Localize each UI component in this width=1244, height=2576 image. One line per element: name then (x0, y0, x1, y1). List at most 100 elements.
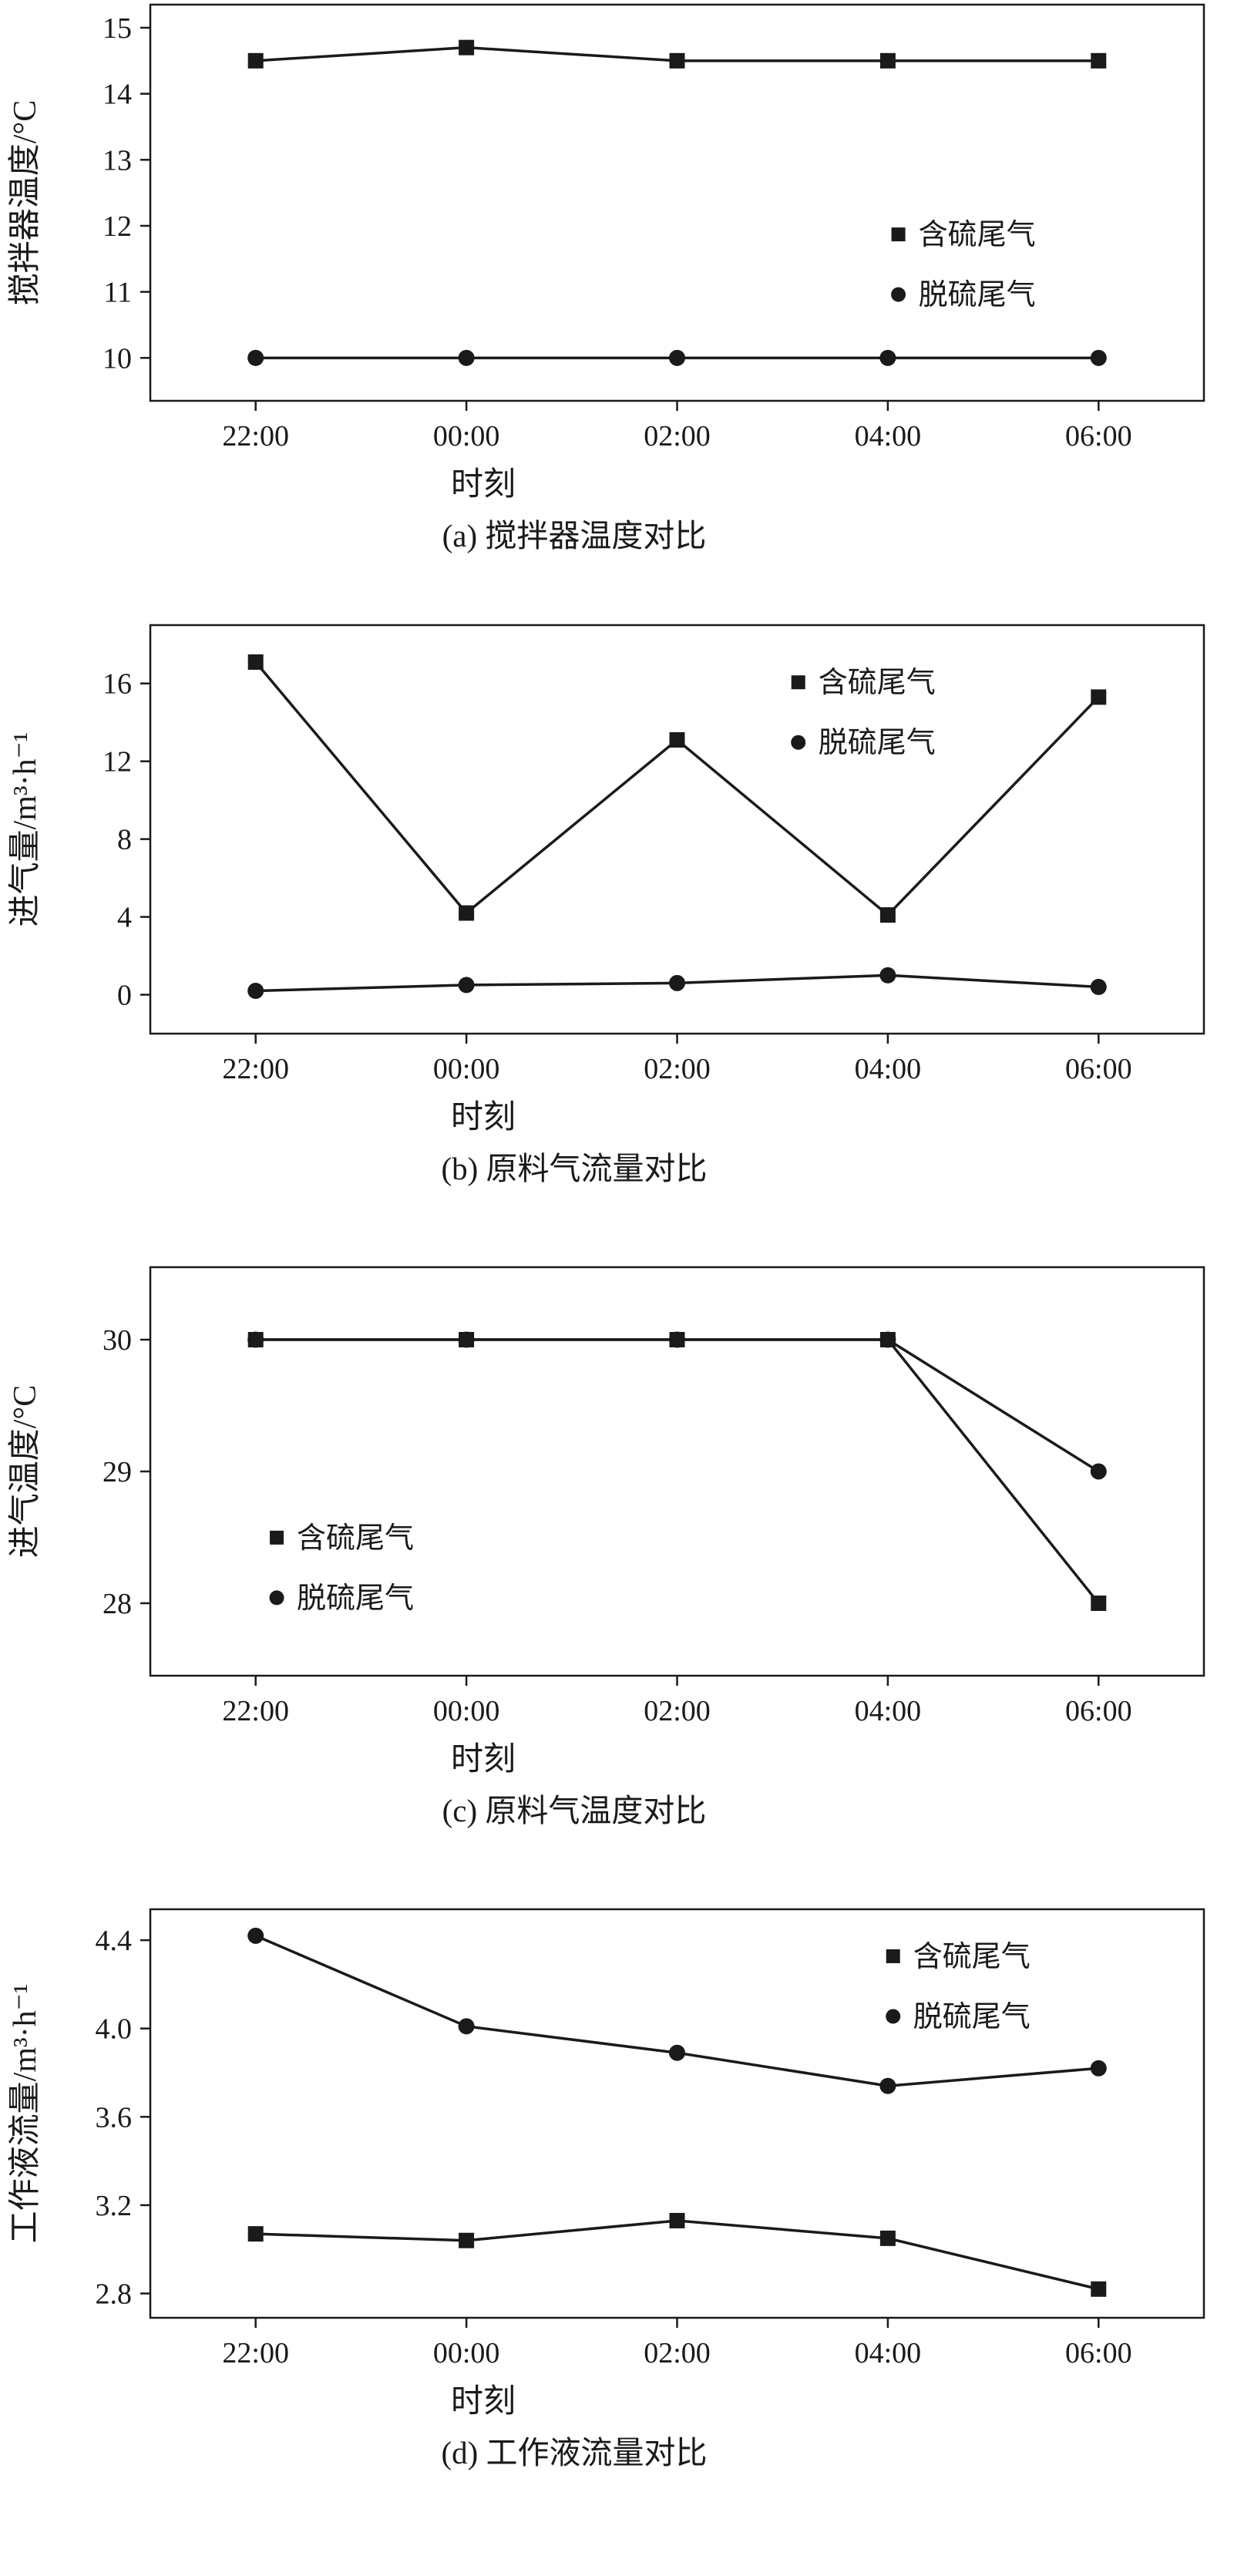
y-tick-label: 12 (103, 746, 132, 779)
y-tick-label: 10 (103, 342, 132, 375)
x-tick-label: 06:00 (1065, 1053, 1132, 1085)
legend-label: 含硫尾气 (919, 219, 1036, 251)
x-tick-label: 04:00 (855, 420, 922, 452)
series-line-square (255, 1338, 1100, 1605)
chart-a-plot: 10 11 12 13 14 15 22:00 00:00 02:00 04:00 06:00 时刻 搅… (0, 0, 1244, 513)
x-tick-label: 02:00 (644, 420, 711, 452)
plot-frame (149, 624, 1205, 1035)
x-axis-label: 时刻 (451, 1100, 516, 1135)
x-tick-label: 04:00 (855, 2337, 922, 2369)
x-tick-label: 02:00 (644, 1695, 711, 1727)
y-tick-label: 3.2 (96, 2190, 133, 2222)
y-tick-label: 4.4 (96, 1925, 133, 1957)
x-axis-label: 时刻 (451, 467, 516, 503)
panel-d-working-liquid-flow: 2.8 3.2 3.6 4.0 4.4 22:00 00:00 02:00 04:00 06:00… (0, 1886, 1244, 2471)
legend-label: 脱硫尾气 (297, 1582, 414, 1615)
y-axis-label: 工作液流量/m³·h⁻¹ (8, 1984, 43, 2244)
legend-label: 脱硫尾气 (919, 279, 1036, 311)
caption-c: (c) 原料气温度对比 (442, 1793, 707, 1828)
x-axis-label: 时刻 (451, 2384, 516, 2420)
legend-circle-marker (269, 1590, 284, 1606)
y-tick-label: 12 (103, 210, 132, 243)
x-tick-label: 22:00 (222, 2337, 289, 2369)
y-tick-label: 28 (103, 1588, 132, 1620)
square-marker (459, 905, 475, 921)
x-tick-label: 04:00 (855, 1053, 922, 1085)
square-marker (459, 2232, 475, 2248)
panel-a-stirrer-temperature: 10 11 12 13 14 15 22:00 00:00 02:00 04:00 06:00 时刻 搅… (0, 0, 1244, 554)
chart-c-plot: 28 29 30 22:00 00:00 02:00 04:00 06:00 时刻 进气温度/°C… (0, 1244, 1244, 1787)
square-marker (669, 2212, 685, 2228)
caption-b: (b) 原料气流量对比 (441, 1151, 708, 1186)
legend-square-marker (891, 227, 906, 242)
square-marker (879, 907, 896, 923)
y-axis-label: 搅拌器温度/°C (8, 100, 43, 305)
square-marker (669, 1332, 685, 1348)
square-marker (1091, 1595, 1107, 1611)
circle-marker (247, 982, 264, 999)
x-tick-label: 00:00 (433, 1053, 500, 1085)
circle-marker (669, 2044, 685, 2061)
circle-marker (669, 349, 685, 366)
x-tick-label: 22:00 (222, 1053, 289, 1085)
x-tick-label: 04:00 (855, 1695, 922, 1727)
square-marker (669, 731, 685, 748)
legend-circle-marker (791, 735, 806, 750)
square-marker (669, 52, 685, 69)
series-line-square (255, 2219, 1099, 2291)
chart-canvas: 0 4 8 12 16 22:00 00:00 02:00 04:00 06:00 时刻 进气量/m³… (8, 624, 1205, 1135)
square-marker (1091, 2281, 1107, 2297)
legend-label: 脱硫尾气 (819, 727, 936, 759)
x-tick-label: 06:00 (1065, 2337, 1132, 2369)
square-marker (1091, 52, 1107, 69)
y-tick-label: 8 (117, 824, 132, 856)
legend-square-marker (791, 675, 805, 690)
legend-square-marker (270, 1530, 284, 1545)
panel-b-feed-gas-flow: 0 4 8 12 16 22:00 00:00 02:00 04:00 06:00 时刻 进气量/m³… (0, 602, 1244, 1187)
x-tick-label: 02:00 (644, 2337, 711, 2369)
plot-frame (149, 1908, 1205, 2319)
panel-c-feed-gas-temperature: 28 29 30 22:00 00:00 02:00 04:00 06:00 时刻 进气温度/°C… (0, 1244, 1244, 1829)
y-tick-label: 4.0 (96, 2013, 133, 2046)
circle-marker (247, 349, 264, 366)
caption-a: (a) 搅拌器温度对比 (442, 518, 707, 553)
y-tick-label: 15 (103, 12, 132, 45)
chart-b-plot: 0 4 8 12 16 22:00 00:00 02:00 04:00 06:00 时刻 进气量/m³… (0, 602, 1244, 1145)
chart-canvas: 10 11 12 13 14 15 22:00 00:00 02:00 04:00 06:00 时刻 搅… (8, 3, 1205, 503)
y-axis-label: 进气温度/°C (8, 1385, 43, 1558)
square-marker (459, 1332, 475, 1348)
circle-marker (1090, 1463, 1107, 1480)
legend-label: 脱硫尾气 (913, 2001, 1031, 2033)
y-axis-label: 进气量/m³·h⁻¹ (8, 732, 43, 927)
y-tick-label: 2.8 (96, 2278, 133, 2310)
four-panel-line-chart-figure: 10 11 12 13 14 15 22:00 00:00 02:00 04:00 06:00 时刻 搅… (0, 0, 1244, 2471)
circle-marker (879, 2077, 896, 2094)
circle-marker (1090, 978, 1107, 995)
square-marker (879, 2230, 896, 2246)
circle-marker (1090, 349, 1107, 366)
square-marker (247, 52, 264, 69)
x-tick-label: 06:00 (1065, 1695, 1132, 1727)
y-tick-label: 4 (117, 902, 132, 934)
x-tick-label: 00:00 (433, 2337, 500, 2369)
circle-marker (669, 974, 685, 991)
circle-marker (247, 1927, 264, 1944)
square-marker (247, 1332, 264, 1348)
x-tick-label: 00:00 (433, 420, 500, 452)
series-line-circle (255, 1338, 1100, 1473)
circle-marker (458, 977, 475, 994)
square-marker (247, 2226, 264, 2242)
square-marker (1091, 689, 1107, 705)
legend-label: 含硫尾气 (913, 1941, 1031, 1973)
legend-label: 含硫尾气 (819, 667, 936, 699)
legend-square-marker (886, 1949, 900, 1963)
y-tick-label: 14 (103, 79, 132, 111)
legend-label: 含硫尾气 (297, 1522, 414, 1555)
y-tick-label: 30 (103, 1324, 132, 1357)
square-marker (879, 52, 896, 69)
x-tick-label: 22:00 (222, 1695, 289, 1727)
x-axis-label: 时刻 (451, 1742, 516, 1777)
circle-marker (458, 349, 475, 366)
x-tick-label: 00:00 (433, 1695, 500, 1727)
circle-marker (879, 967, 896, 984)
